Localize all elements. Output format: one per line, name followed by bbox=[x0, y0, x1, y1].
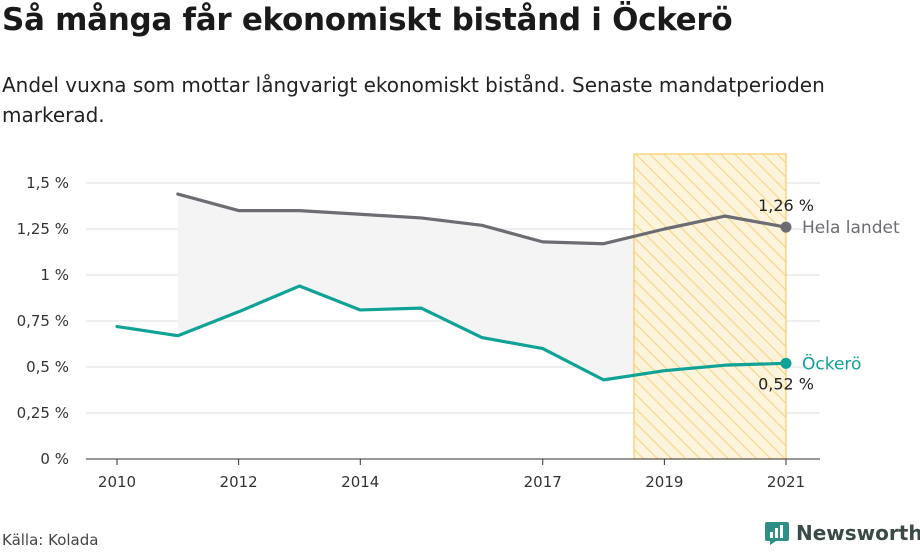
x-tick-label: 2021 bbox=[767, 473, 805, 491]
y-tick-label: 0,25 % bbox=[17, 404, 69, 422]
end-point-local bbox=[780, 357, 792, 369]
x-tick-label: 2010 bbox=[98, 473, 136, 491]
end-value-label-local: 0,52 % bbox=[758, 374, 814, 393]
y-tick-label: 1 % bbox=[40, 266, 69, 284]
newsworthy-logo-icon bbox=[765, 522, 789, 545]
chart-subtitle: Andel vuxna som mottar långvarigt ekonom… bbox=[2, 73, 825, 127]
brand-name: Newsworthy bbox=[796, 521, 920, 545]
y-tick-label: 1,25 % bbox=[17, 220, 69, 238]
series-name-local: Öckerö bbox=[802, 352, 861, 374]
y-tick-label: 0,75 % bbox=[17, 312, 69, 330]
x-tick-label: 2014 bbox=[341, 473, 379, 491]
y-tick-label: 1,5 % bbox=[26, 174, 69, 192]
x-tick-label: 2017 bbox=[524, 473, 562, 491]
y-tick-label: 0 % bbox=[40, 450, 69, 468]
mandate-period-highlight bbox=[633, 153, 787, 460]
end-point-national bbox=[780, 221, 792, 233]
series-line-national bbox=[176, 192, 788, 246]
chart-title: Så många får ekonomiskt bistånd i Öckerö bbox=[2, 2, 733, 38]
x-tick-label: 2019 bbox=[645, 473, 683, 491]
y-tick-label: 0,5 % bbox=[26, 358, 69, 376]
series-line-local bbox=[115, 284, 788, 382]
source-note: Källa: Kolada bbox=[2, 531, 99, 549]
newsworthy-logo: Newsworthy bbox=[764, 520, 920, 546]
end-value-label-national: 1,26 % bbox=[758, 196, 814, 215]
x-tick-label: 2012 bbox=[220, 473, 258, 491]
series-name-national: Hela landet bbox=[802, 218, 900, 238]
